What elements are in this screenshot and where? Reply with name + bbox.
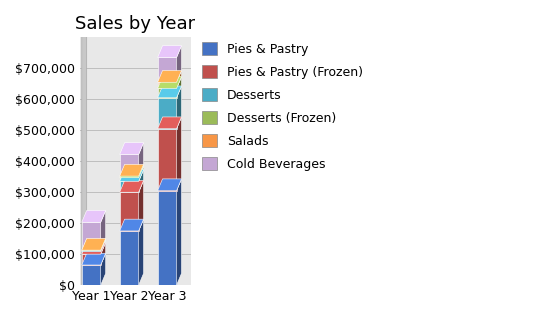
- Polygon shape: [82, 240, 106, 252]
- Polygon shape: [82, 239, 106, 251]
- Polygon shape: [101, 253, 106, 285]
- Polygon shape: [82, 242, 106, 254]
- Polygon shape: [139, 166, 144, 181]
- Bar: [158, 129, 177, 191]
- Polygon shape: [120, 169, 144, 181]
- Polygon shape: [158, 86, 182, 98]
- Polygon shape: [101, 238, 106, 251]
- Bar: [158, 82, 177, 88]
- Bar: [158, 98, 177, 129]
- Bar: [82, 254, 101, 265]
- Polygon shape: [82, 253, 106, 265]
- Polygon shape: [120, 180, 144, 192]
- Bar: [120, 181, 139, 192]
- Polygon shape: [139, 219, 144, 285]
- Polygon shape: [177, 179, 182, 285]
- Polygon shape: [82, 25, 87, 285]
- Polygon shape: [120, 219, 144, 231]
- Bar: [120, 178, 139, 181]
- Polygon shape: [101, 240, 106, 254]
- Polygon shape: [101, 211, 106, 250]
- Polygon shape: [82, 211, 106, 222]
- Polygon shape: [158, 46, 182, 58]
- Polygon shape: [177, 46, 182, 82]
- Bar: [82, 250, 101, 251]
- Polygon shape: [101, 242, 106, 265]
- Bar: [82, 252, 101, 254]
- Bar: [158, 191, 177, 285]
- Polygon shape: [139, 164, 144, 178]
- Polygon shape: [139, 169, 144, 192]
- Bar: [82, 251, 101, 252]
- Bar: [120, 231, 139, 285]
- Polygon shape: [177, 117, 182, 191]
- Polygon shape: [82, 238, 106, 250]
- Polygon shape: [158, 77, 182, 88]
- Polygon shape: [120, 164, 144, 176]
- Polygon shape: [158, 117, 182, 129]
- Title: Sales by Year: Sales by Year: [75, 15, 195, 33]
- Legend: Pies & Pastry, Pies & Pastry (Frozen), Desserts, Desserts (Frozen), Salads, Cold: Pies & Pastry, Pies & Pastry (Frozen), D…: [199, 38, 367, 175]
- Polygon shape: [177, 71, 182, 88]
- Bar: [120, 192, 139, 231]
- Polygon shape: [177, 86, 182, 129]
- Polygon shape: [120, 166, 144, 178]
- Polygon shape: [158, 179, 182, 191]
- Polygon shape: [139, 180, 144, 231]
- Bar: [158, 58, 177, 82]
- Bar: [82, 265, 101, 285]
- Polygon shape: [139, 143, 144, 176]
- Bar: [158, 88, 177, 98]
- Polygon shape: [120, 143, 144, 155]
- Bar: [120, 155, 139, 176]
- Bar: [120, 176, 139, 178]
- Bar: [82, 222, 101, 250]
- Polygon shape: [101, 239, 106, 252]
- Polygon shape: [177, 77, 182, 98]
- Polygon shape: [158, 71, 182, 82]
